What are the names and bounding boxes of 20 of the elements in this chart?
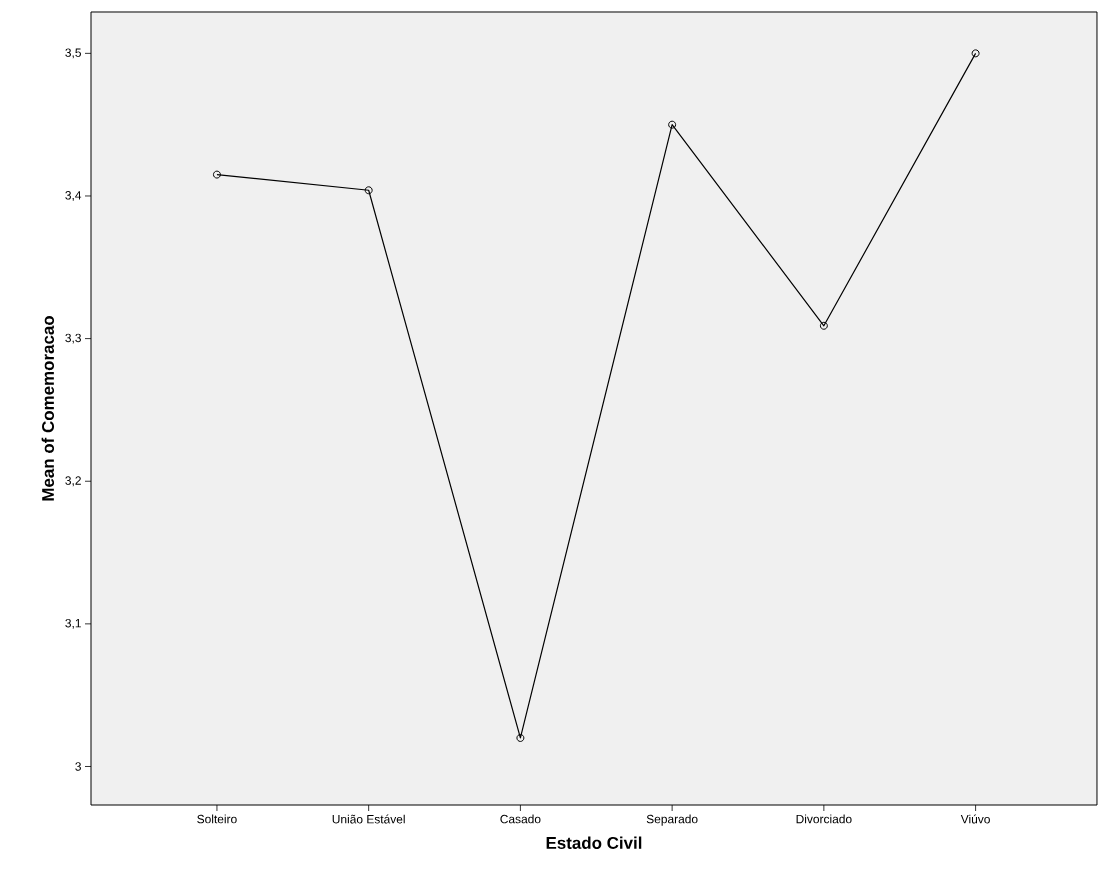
point — [364, 186, 373, 195]
point — [516, 733, 525, 742]
point — [212, 170, 221, 179]
x-tick-label: Viúvo — [960, 814, 990, 824]
x-tick-label: Separado — [646, 814, 698, 826]
y-axis-title: Mean of Comemoracao — [41, 316, 55, 501]
y-tick-label: 3,4 — [65, 191, 82, 201]
y-tick-label: 3 — [75, 762, 81, 771]
x-tick-label: Casado — [500, 814, 541, 824]
y-tick-label: 3,1 — [65, 618, 81, 629]
y-tick-label: 3,5 — [65, 48, 81, 59]
x-tick-label: Solteiro — [197, 814, 237, 824]
x-tick-label: União Estável — [332, 814, 405, 824]
point — [668, 120, 677, 129]
x-axis-title: Estado Civil — [546, 836, 642, 849]
x-tick-label: Divorciado — [796, 814, 852, 824]
y-tick-label: 3,2 — [65, 476, 81, 487]
y-tick-label: 3,3 — [65, 333, 81, 344]
point — [819, 321, 828, 330]
point — [971, 49, 980, 58]
